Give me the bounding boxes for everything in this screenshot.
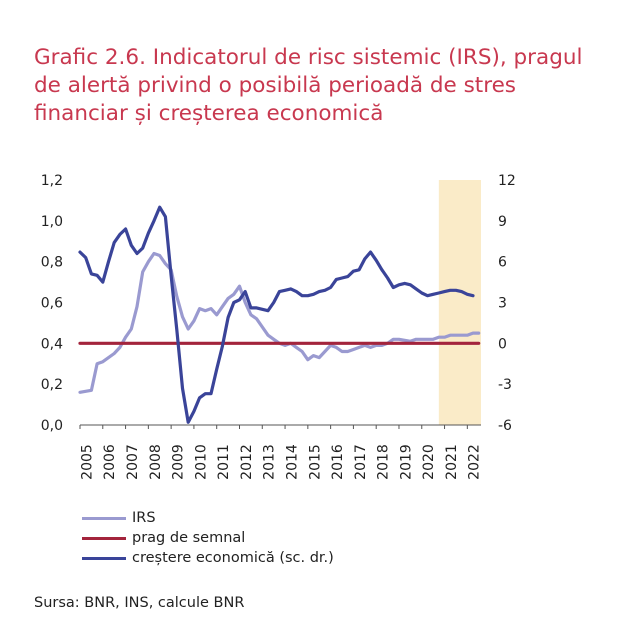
x-tick-label: 2021 [444,444,460,480]
series-irs-line [78,251,481,394]
forecast-shaded-region [438,180,481,425]
legend-label-irs: IRS [132,510,156,526]
x-tick-label: 2010 [193,444,209,480]
series-layer [78,205,481,424]
y-right-tick-label: -6 [498,418,512,434]
x-tick-label: 2019 [398,444,414,480]
y-left-tick-label: 0,4 [41,336,63,352]
forecast-shaded-region-layer [438,180,481,425]
x-tick-label: 2013 [262,444,278,480]
y-right-tick-label: 9 [498,214,507,230]
y-right-tick-label: 6 [498,255,507,271]
legend-swatch-irs [82,516,126,520]
legend-swatch-prag [82,536,126,540]
legend-swatch-crestere [82,556,126,560]
legend-label-prag: prag de semnal [132,530,246,546]
chart-title: Grafic 2.6. Indicatorul de risc sistemic… [34,44,594,128]
y-left-tick-label: 0,2 [41,377,63,393]
y-right-tick-label: 3 [498,296,507,312]
legend-item-prag: prag de semnal [82,528,334,548]
chart-title-line-1: Grafic 2.6. Indicatorul de risc sistemic… [34,45,583,70]
series-crestere-line [78,205,475,424]
tick-labels-layer: 0,0 0,2 0,4 0,6 0,8 1,0 1,2 -6 -3 0 3 6 9 12 2005 2006 2… [41,173,516,480]
y-left-tick-label: 1,2 [41,173,63,189]
chart-title-line-3: financiar și creșterea economică [34,101,384,126]
legend-label-crestere: creștere economică (sc. dr.) [132,550,334,566]
x-tick-label: 2018 [376,444,392,480]
x-tick-label: 2015 [307,444,323,480]
legend: IRS prag de semnal creștere economică (s… [82,508,334,568]
y-right-tick-label: 0 [498,336,507,352]
y-left-tick-label: 1,0 [41,214,63,230]
x-tick-label: 2016 [330,444,346,480]
y-left-tick-label: 0,8 [41,255,63,271]
y-left-tick-label: 0,0 [41,418,63,434]
x-tick-label: 2008 [148,444,164,480]
x-tick-label: 2022 [467,444,483,480]
x-tick-label: 2011 [216,444,232,480]
x-tick-label: 2017 [353,444,369,480]
source-note: Sursa: BNR, INS, calcule BNR [34,595,245,611]
y-left-tick-label: 0,6 [41,296,63,312]
y-right-tick-label: -3 [498,377,512,393]
y-right-tick-label: 12 [498,173,516,189]
chart-title-line-2: de alertă privind o posibilă perioadă de… [34,73,517,98]
x-tick-label: 2012 [239,444,255,480]
x-tick-label: 2014 [284,444,300,480]
x-tick-label: 2006 [102,444,118,480]
legend-item-irs: IRS [82,508,334,528]
x-tick-label: 2007 [125,444,141,480]
x-tick-label: 2005 [79,444,95,480]
legend-item-crestere: creștere economică (sc. dr.) [82,548,334,568]
x-tick-label: 2009 [171,444,187,480]
x-tick-label: 2020 [421,444,437,480]
